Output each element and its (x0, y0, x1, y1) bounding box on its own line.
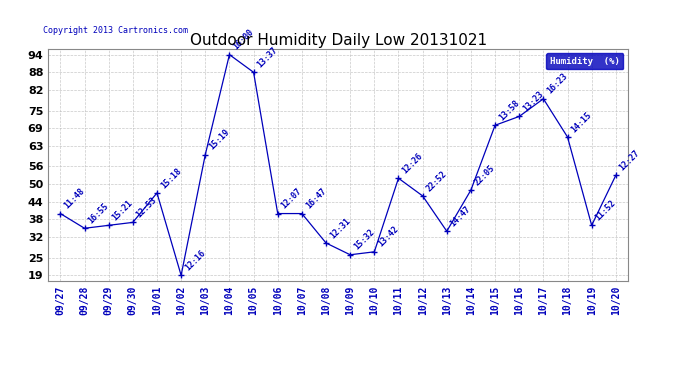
Text: 12:31: 12:31 (328, 216, 352, 240)
Text: 15:18: 15:18 (159, 166, 183, 190)
Text: 11:48: 11:48 (62, 187, 86, 211)
Legend: Humidity  (%): Humidity (%) (546, 53, 623, 69)
Text: 13:37: 13:37 (255, 45, 279, 69)
Text: 13:58: 13:58 (497, 98, 521, 122)
Text: 16:55: 16:55 (86, 201, 110, 225)
Text: 13:42: 13:42 (376, 225, 400, 249)
Text: 12:26: 12:26 (400, 151, 424, 175)
Text: 12:27: 12:27 (618, 148, 642, 172)
Text: 15:32: 15:32 (352, 228, 376, 252)
Text: 22:05: 22:05 (473, 163, 497, 187)
Text: 12:16: 12:16 (183, 248, 207, 272)
Text: 22:52: 22:52 (424, 169, 448, 193)
Text: 15:21: 15:21 (110, 198, 135, 222)
Title: Outdoor Humidity Daily Low 20131021: Outdoor Humidity Daily Low 20131021 (190, 33, 486, 48)
Text: 15:19: 15:19 (207, 128, 231, 152)
Text: 12:07: 12:07 (279, 187, 304, 211)
Text: 14:47: 14:47 (448, 204, 473, 228)
Text: 14:15: 14:15 (569, 110, 593, 134)
Text: 13:23: 13:23 (521, 90, 545, 114)
Text: 16:00: 16:00 (231, 28, 255, 52)
Text: Copyright 2013 Cartronics.com: Copyright 2013 Cartronics.com (43, 26, 188, 35)
Text: 16:47: 16:47 (304, 187, 328, 211)
Text: 12:53: 12:53 (135, 195, 159, 219)
Text: 16:23: 16:23 (545, 72, 569, 96)
Text: 11:52: 11:52 (593, 198, 618, 222)
